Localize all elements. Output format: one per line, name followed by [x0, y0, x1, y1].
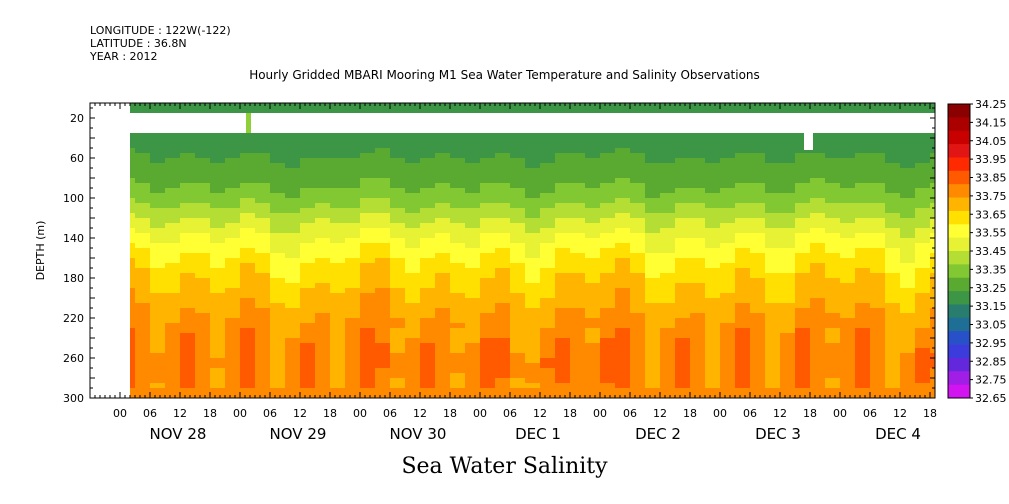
colorbar-label: 32.95 — [975, 337, 1007, 350]
y-tick-label: 20 — [70, 112, 84, 125]
colorbar-swatch — [948, 184, 970, 198]
x-hour-tick-label: 12 — [653, 407, 667, 420]
x-hour-tick-label: 00 — [233, 407, 247, 420]
colorbar-label: 32.75 — [975, 374, 1007, 387]
colorbar-label: 33.55 — [975, 227, 1007, 240]
colorbar-label: 33.95 — [975, 153, 1007, 166]
latitude-label: LATITUDE : 36.8N — [90, 37, 187, 50]
y-tick-label: 60 — [70, 152, 84, 165]
x-hour-tick-label: 18 — [803, 407, 817, 420]
x-hour-tick-label: 12 — [893, 407, 907, 420]
x-hour-tick-label: 06 — [863, 407, 877, 420]
x-hour-tick-label: 12 — [173, 407, 187, 420]
colorbar-swatch — [948, 264, 970, 279]
colorbar-swatch — [948, 317, 970, 332]
x-day-label: NOV 28 — [150, 425, 207, 443]
y-tick-label: 140 — [63, 232, 84, 245]
colorbar-swatch — [948, 157, 970, 172]
x-hour-tick-label: 06 — [623, 407, 637, 420]
x-hour-tick-label: 18 — [683, 407, 697, 420]
x-hour-tick-label: 06 — [743, 407, 757, 420]
x-hour-tick-label: 00 — [473, 407, 487, 420]
colorbar-label: 32.85 — [975, 355, 1007, 368]
data-gap-band — [130, 113, 935, 133]
colorbar-swatch — [948, 210, 970, 225]
x-hour-tick-label: 18 — [563, 407, 577, 420]
longitude-label: LONGITUDE : 122W(-122) — [90, 24, 231, 37]
colorbar-label: 33.75 — [975, 190, 1007, 203]
colorbar-label: 33.65 — [975, 208, 1007, 221]
colorbar-label: 34.05 — [975, 135, 1007, 148]
colorbar-swatch — [948, 371, 970, 386]
colorbar-swatch — [948, 344, 970, 359]
x-day-label: DEC 4 — [875, 425, 921, 443]
x-day-label: NOV 29 — [270, 425, 327, 443]
colorbar-swatch — [948, 224, 970, 239]
colorbar-swatch — [948, 237, 970, 252]
colorbar-swatch — [948, 277, 970, 292]
data-gap-small — [804, 133, 813, 150]
x-hour-tick-label: 12 — [773, 407, 787, 420]
colorbar-swatch — [948, 357, 970, 372]
x-day-label: DEC 2 — [635, 425, 681, 443]
y-tick-label: 220 — [63, 312, 84, 325]
x-hour-tick-label: 00 — [713, 407, 727, 420]
colorbar-label: 34.15 — [975, 116, 1007, 129]
colorbar-label: 33.15 — [975, 300, 1007, 313]
x-hour-tick-label: 06 — [383, 407, 397, 420]
colorbar: 34.25 34.15 34.05 33.95 33.85 33.75 33.65 33.55… — [947, 98, 1007, 405]
year-label: YEAR : 2012 — [90, 50, 158, 63]
chart-title: Hourly Gridded MBARI Mooring M1 Sea Wate… — [249, 68, 760, 82]
y-tick-label: 300 — [63, 392, 84, 405]
colorbar-swatch — [948, 117, 970, 132]
y-axis-label: DEPTH (m) — [34, 221, 47, 281]
colorbar-label: 33.85 — [975, 172, 1007, 185]
x-hour-tick-label: 00 — [353, 407, 367, 420]
x-day-label: NOV 30 — [390, 425, 447, 443]
colorbar-swatch — [948, 144, 970, 158]
y-tick-label: 100 — [63, 192, 84, 205]
colorbar-label: 32.65 — [975, 392, 1007, 405]
colorbar-label: 33.45 — [975, 245, 1007, 258]
y-axis: 20 60 100 140 180 220 260 300 DEPTH (m) — [34, 107, 935, 405]
x-hour-tick-label: 18 — [323, 407, 337, 420]
x-hour-tick-label: 00 — [113, 407, 127, 420]
x-hour-tick-label: 00 — [833, 407, 847, 420]
x-hour-tick-label: 06 — [263, 407, 277, 420]
x-hour-tick-label: 12 — [293, 407, 307, 420]
chart-bottom-title: Sea Water Salinity — [401, 454, 608, 479]
colorbar-swatch — [948, 304, 970, 319]
colorbar-swatch — [948, 291, 970, 305]
colorbar-swatch — [948, 104, 970, 118]
colorbar-swatch — [948, 130, 970, 145]
x-hour-tick-label: 00 — [593, 407, 607, 420]
colorbar-swatch — [948, 170, 970, 185]
x-hour-tick-label: 18 — [443, 407, 457, 420]
colorbar-swatch — [948, 197, 970, 212]
x-day-label: DEC 3 — [755, 425, 801, 443]
plot-frame — [89, 102, 936, 399]
colorbar-swatch — [948, 331, 970, 345]
y-tick-label: 180 — [63, 272, 84, 285]
colorbar-swatch — [948, 251, 970, 265]
colorbar-label: 33.05 — [975, 319, 1007, 332]
x-hour-tick-label: 12 — [533, 407, 547, 420]
x-axis: 00 06 12 18 00 06 12 18 00 06 12 18 00 06 12 18 00 06 12 18… — [89, 103, 937, 443]
colorbar-label: 33.35 — [975, 263, 1007, 276]
x-hour-tick-label: 18 — [203, 407, 217, 420]
data-gap-left — [90, 103, 130, 398]
x-hour-tick-label: 06 — [503, 407, 517, 420]
y-tick-label: 260 — [63, 352, 84, 365]
x-hour-tick-label: 18 — [923, 407, 937, 420]
x-day-label: DEC 1 — [515, 425, 561, 443]
colorbar-swatch — [948, 384, 970, 399]
x-hour-tick-label: 12 — [413, 407, 427, 420]
data-patch — [246, 113, 251, 133]
colorbar-label: 34.25 — [975, 98, 1007, 111]
x-hour-tick-label: 06 — [143, 407, 157, 420]
colorbar-label: 33.25 — [975, 282, 1007, 295]
